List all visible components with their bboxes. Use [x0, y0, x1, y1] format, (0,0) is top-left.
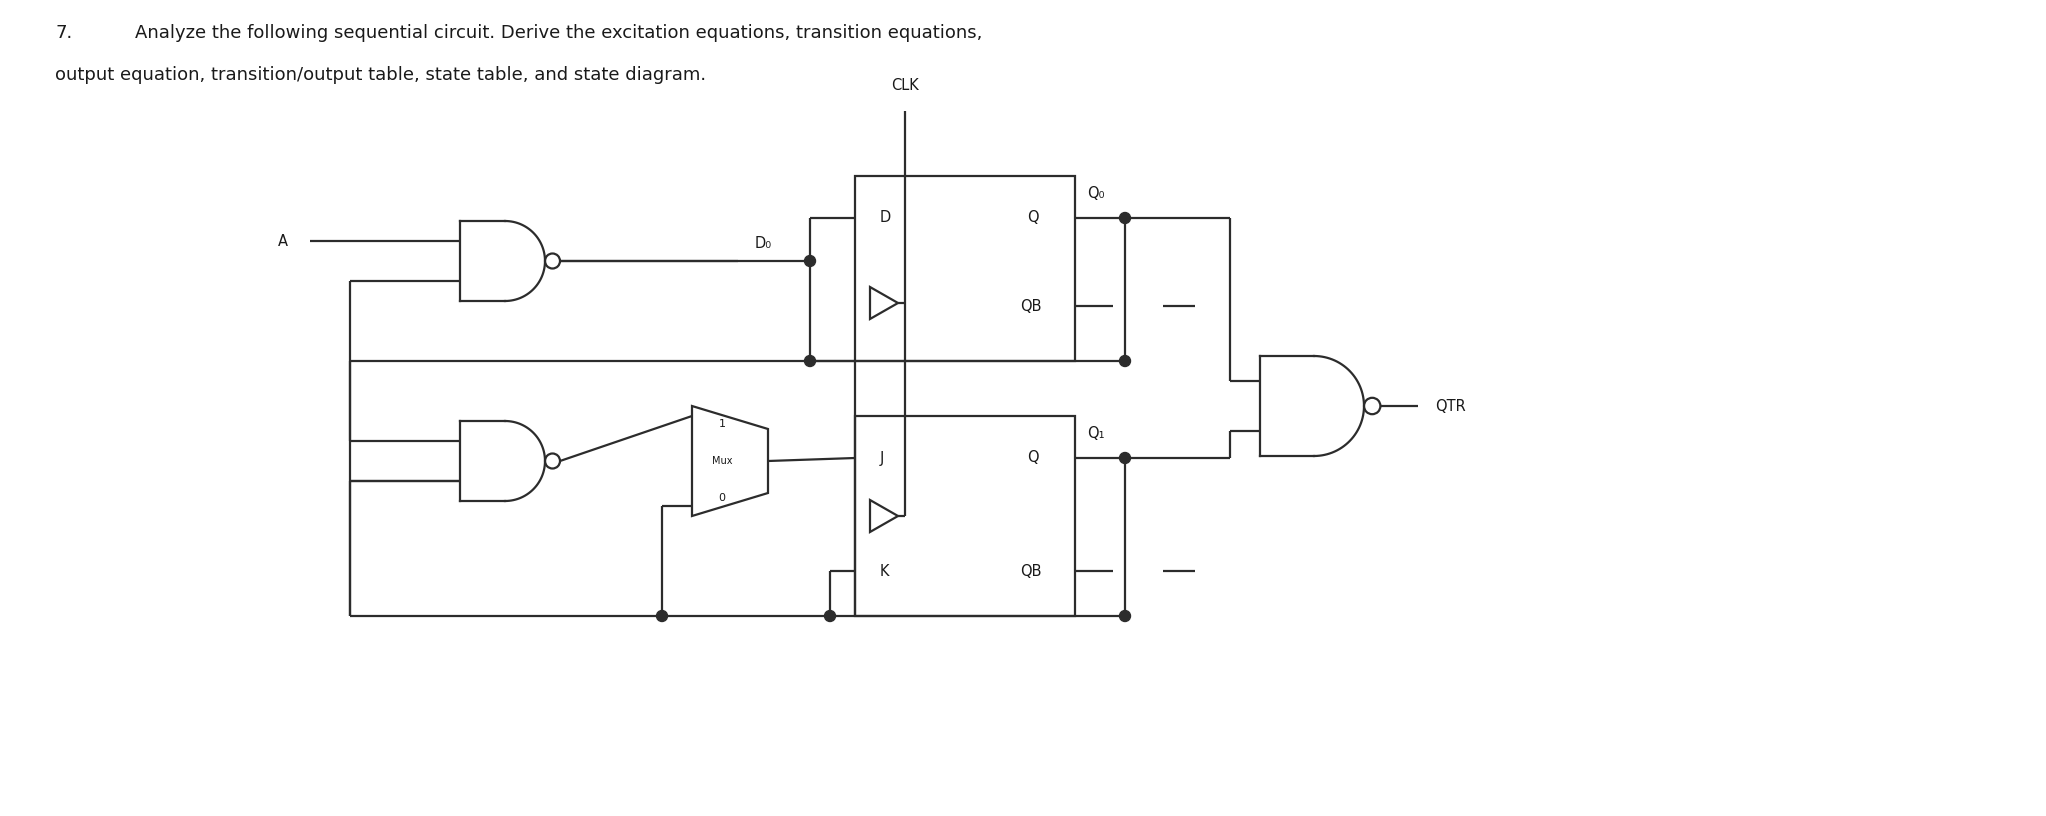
Circle shape: [544, 454, 561, 468]
Text: QTR: QTR: [1436, 398, 1467, 414]
Text: Analyze the following sequential circuit. Derive the excitation equations, trans: Analyze the following sequential circuit…: [135, 24, 982, 42]
Text: Q₀: Q₀: [1086, 185, 1105, 201]
Circle shape: [1365, 398, 1381, 415]
Text: D₀: D₀: [755, 236, 771, 251]
Text: K: K: [880, 564, 890, 579]
Circle shape: [1119, 453, 1131, 463]
Text: 1: 1: [718, 419, 726, 429]
Bar: [855, 176, 1074, 361]
Text: QB: QB: [1021, 299, 1041, 313]
Text: J: J: [880, 450, 884, 465]
Text: Q: Q: [1027, 450, 1039, 465]
Text: output equation, transition/output table, state table, and state diagram.: output equation, transition/output table…: [55, 66, 706, 84]
Text: 0: 0: [718, 493, 726, 503]
Circle shape: [1119, 212, 1131, 224]
Circle shape: [544, 254, 561, 268]
Polygon shape: [870, 287, 898, 319]
Polygon shape: [692, 406, 767, 516]
Text: Q: Q: [1027, 211, 1039, 225]
Text: QB: QB: [1021, 564, 1041, 579]
Polygon shape: [870, 500, 898, 532]
Circle shape: [825, 610, 835, 622]
Text: D: D: [880, 211, 892, 225]
Circle shape: [804, 255, 816, 267]
Bar: [855, 416, 1074, 616]
Circle shape: [1119, 610, 1131, 622]
Text: Mux: Mux: [712, 456, 732, 466]
Circle shape: [804, 356, 816, 366]
Text: CLK: CLK: [892, 78, 919, 93]
Circle shape: [1119, 356, 1131, 366]
Text: Q₁: Q₁: [1086, 425, 1105, 441]
Text: 7.: 7.: [55, 24, 72, 42]
Text: A: A: [278, 233, 288, 249]
Circle shape: [657, 610, 667, 622]
